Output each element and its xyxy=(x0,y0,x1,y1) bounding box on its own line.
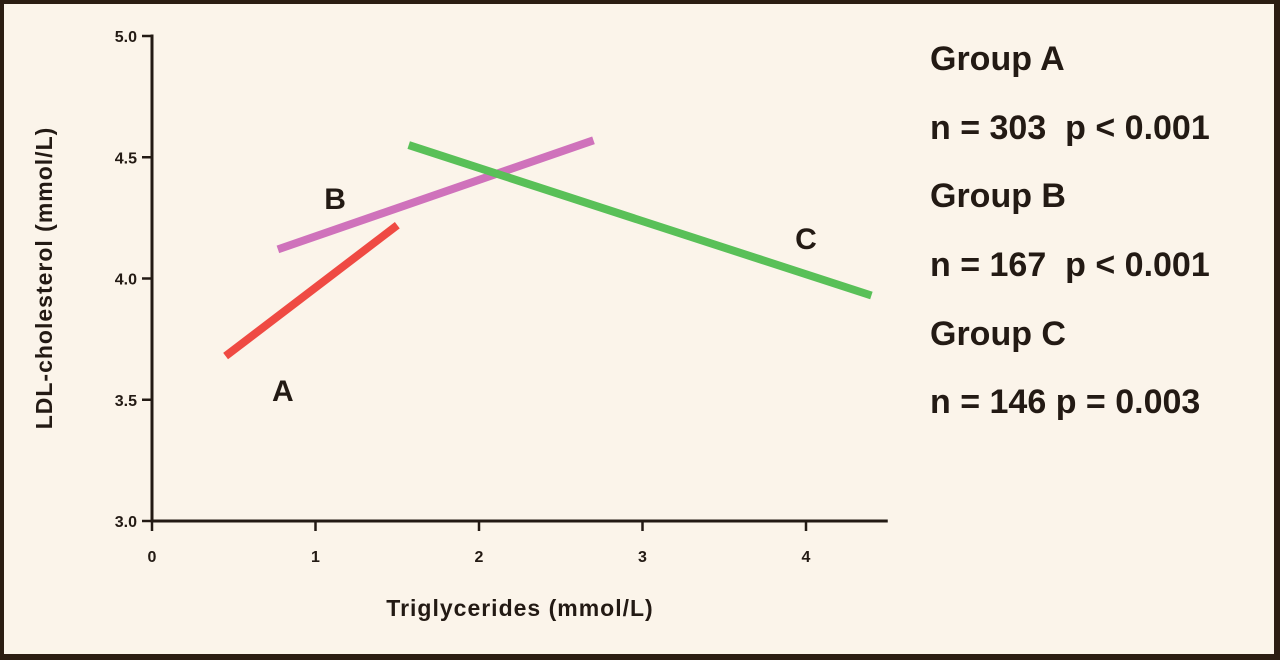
series-line-a xyxy=(223,222,400,360)
x-tick-label: 3 xyxy=(638,549,647,566)
x-tick-label: 0 xyxy=(148,549,157,566)
y-axis-title: LDL-cholesterol (mmol/L) xyxy=(31,127,57,430)
y-tick-label: 3.5 xyxy=(115,393,137,410)
y-tick-label: 4.0 xyxy=(115,272,137,289)
x-axis-title: Triglycerides (mmol/L) xyxy=(386,595,653,621)
legend-stats-c: n = 146 p = 0.003 xyxy=(930,383,1201,422)
legend-stats-a: n = 303 p < 0.001 xyxy=(930,108,1210,147)
chart-frame xyxy=(4,4,1274,654)
x-tick-label: 2 xyxy=(475,549,484,566)
series-line-c xyxy=(407,141,873,300)
series-line-b xyxy=(276,136,595,254)
y-tick-label: 5.0 xyxy=(115,29,137,46)
legend-stats-b: n = 167 p < 0.001 xyxy=(930,246,1210,285)
tick-labels: 0 1 2 3 4 3.0 3.5 4.0 4.5 5.0 xyxy=(115,29,811,566)
series-label-b: B xyxy=(324,183,346,216)
x-tick-label: 4 xyxy=(802,549,811,566)
legend-group-a: Group A xyxy=(930,40,1065,78)
y-tick-label: 4.5 xyxy=(115,150,137,167)
series-label-a: A xyxy=(272,375,294,408)
series-label-c: C xyxy=(795,223,817,256)
x-tick-label: 1 xyxy=(311,549,320,566)
y-tick-label: 3.0 xyxy=(115,514,137,531)
group-stats-legend: Group A n = 303 p < 0.001 Group B n = 16… xyxy=(930,36,1210,448)
series-lines xyxy=(223,136,873,360)
legend-group-b: Group B xyxy=(930,177,1066,216)
series-labels: A B C xyxy=(272,183,817,408)
axes xyxy=(142,34,888,531)
legend-group-c: Group C xyxy=(930,314,1066,353)
